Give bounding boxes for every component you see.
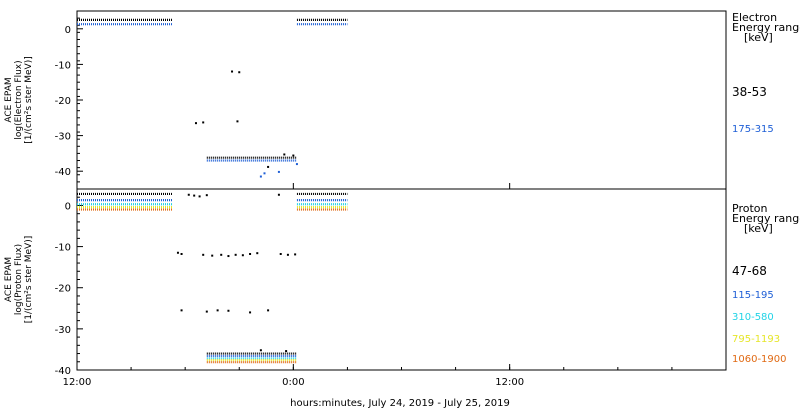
y-tick-label: -20: [55, 96, 71, 107]
data-point-175-315: [277, 170, 280, 173]
y-tick-label: -40: [55, 366, 71, 377]
data-point-175-315: [259, 175, 262, 178]
data-point-47-68: [198, 195, 201, 198]
data-point-47-68: [220, 253, 223, 256]
data-point-47-68: [286, 253, 289, 256]
y-tick-label: -20: [55, 284, 71, 295]
legend-title-line: [keV]: [744, 222, 773, 235]
y-tick-label: -10: [55, 243, 71, 254]
data-point-47-68: [205, 194, 208, 197]
data-point-47-68: [279, 252, 282, 255]
data-point-47-68: [187, 193, 190, 196]
data-point-38-53: [194, 122, 197, 125]
data-point-47-68: [180, 252, 183, 255]
data-point-175-315: [295, 163, 298, 166]
data-point-47-68: [249, 311, 252, 314]
x-tick-label: 12:00: [495, 377, 524, 388]
legend-item-47-68: 47-68: [732, 264, 767, 278]
electron-panel-frame: [76, 10, 727, 190]
data-point-38-53: [267, 165, 270, 168]
data-point-47-68: [294, 253, 297, 256]
data-point-47-68: [227, 255, 230, 258]
data-point-38-53: [236, 120, 239, 123]
data-point-38-53: [283, 153, 286, 156]
y-axis-label-line: [1/(cm²s ster MeV)]: [24, 56, 34, 143]
data-point-47-68: [227, 309, 230, 312]
data-point-38-53: [231, 70, 234, 73]
x-tick-label: 12:00: [63, 377, 92, 388]
legend-item-115-195: 115-195: [732, 290, 774, 301]
legend-title-line: Proton: [732, 202, 767, 215]
legend-item-1060-1900: 1060-1900: [732, 354, 787, 365]
data-point-47-68: [267, 309, 270, 312]
x-axis-label: hours:minutes, July 24, 2019 - July 25, …: [290, 398, 510, 409]
data-point-47-68: [285, 350, 288, 353]
y-tick-label: -30: [55, 132, 71, 143]
y-axis-label-line: ACE EPAM: [4, 77, 14, 122]
data-point-38-53: [238, 71, 241, 74]
legend-item-38-53: 38-53: [732, 85, 767, 99]
y-tick-label: 0: [65, 201, 71, 212]
legend-item-310-580: 310-580: [732, 312, 774, 323]
data-point-47-68: [202, 253, 205, 256]
legend-item-175-315: 175-315: [732, 124, 774, 135]
y-axis-label-line: [1/(cm²s ster MeV)]: [24, 236, 34, 323]
y-tick-label: 0: [65, 25, 71, 36]
data-point-47-68: [211, 254, 214, 257]
data-point-175-315: [263, 172, 266, 175]
x-tick-label: 0:00: [282, 377, 304, 388]
data-point-47-68: [256, 252, 259, 255]
legend-title-line: Energy range: [732, 21, 800, 34]
legend-title-line: Energy range: [732, 212, 800, 225]
legend-title-line: [keV]: [744, 31, 773, 44]
data-point-47-68: [216, 309, 219, 312]
data-point-38-53: [202, 121, 205, 124]
data-point-38-53: [292, 154, 295, 157]
data-point-47-68: [180, 309, 183, 312]
y-tick-label: -10: [55, 60, 71, 71]
data-point-47-68: [259, 349, 262, 352]
data-point-47-68: [277, 193, 280, 196]
data-point-47-68: [249, 252, 252, 255]
y-axis-label-line: log(Proton Flux): [14, 244, 24, 315]
data-point-47-68: [205, 310, 208, 313]
y-axis-label-line: log(Electron Flux): [14, 60, 24, 139]
data-point-47-68: [241, 254, 244, 257]
legend-title-line: Electron: [732, 11, 777, 24]
y-tick-label: -30: [55, 325, 71, 336]
legend-item-795-1193: 795-1193: [732, 334, 780, 345]
y-tick-label: -40: [55, 167, 71, 178]
y-axis-label-line: ACE EPAM: [4, 257, 14, 302]
data-point-47-68: [234, 253, 237, 256]
data-point-47-68: [193, 194, 196, 197]
data-point-47-68: [176, 251, 179, 254]
proton-panel-frame: [76, 188, 727, 371]
